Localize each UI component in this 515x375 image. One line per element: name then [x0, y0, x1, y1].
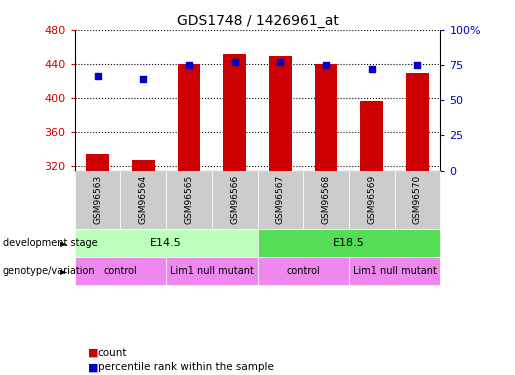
Text: count: count [98, 348, 127, 357]
Bar [132, 159, 154, 171]
Text: development stage: development stage [3, 238, 97, 248]
Point [231, 59, 239, 65]
Text: GSM96566: GSM96566 [230, 175, 239, 224]
Text: GSM96564: GSM96564 [139, 175, 148, 224]
Point [368, 66, 376, 72]
Bar [178, 64, 200, 171]
Text: GSM96570: GSM96570 [413, 175, 422, 224]
Text: ■: ■ [88, 348, 98, 357]
Text: GSM96563: GSM96563 [93, 175, 102, 224]
Bar [86, 154, 109, 171]
Text: ►: ► [60, 266, 67, 276]
Text: ■: ■ [88, 363, 98, 372]
Text: E18.5: E18.5 [333, 238, 365, 248]
Point [185, 62, 193, 68]
Text: GSM96569: GSM96569 [367, 175, 376, 224]
Text: control: control [286, 266, 320, 276]
Bar [269, 56, 292, 171]
Text: percentile rank within the sample: percentile rank within the sample [98, 363, 274, 372]
Text: control: control [104, 266, 138, 276]
Text: ►: ► [60, 238, 67, 248]
Point [322, 62, 330, 68]
Text: GSM96565: GSM96565 [184, 175, 194, 224]
Point [139, 76, 147, 82]
Bar [315, 64, 337, 171]
Text: GSM96567: GSM96567 [276, 175, 285, 224]
Bar [406, 73, 429, 171]
Point [93, 74, 101, 80]
Text: Lim1 null mutant: Lim1 null mutant [353, 266, 437, 276]
Point [414, 62, 422, 68]
Title: GDS1748 / 1426961_at: GDS1748 / 1426961_at [177, 13, 338, 28]
Text: E14.5: E14.5 [150, 238, 182, 248]
Text: Lim1 null mutant: Lim1 null mutant [170, 266, 254, 276]
Text: genotype/variation: genotype/variation [3, 266, 95, 276]
Text: GSM96568: GSM96568 [321, 175, 331, 224]
Bar [223, 54, 246, 171]
Bar [360, 101, 383, 171]
Point [276, 59, 284, 65]
